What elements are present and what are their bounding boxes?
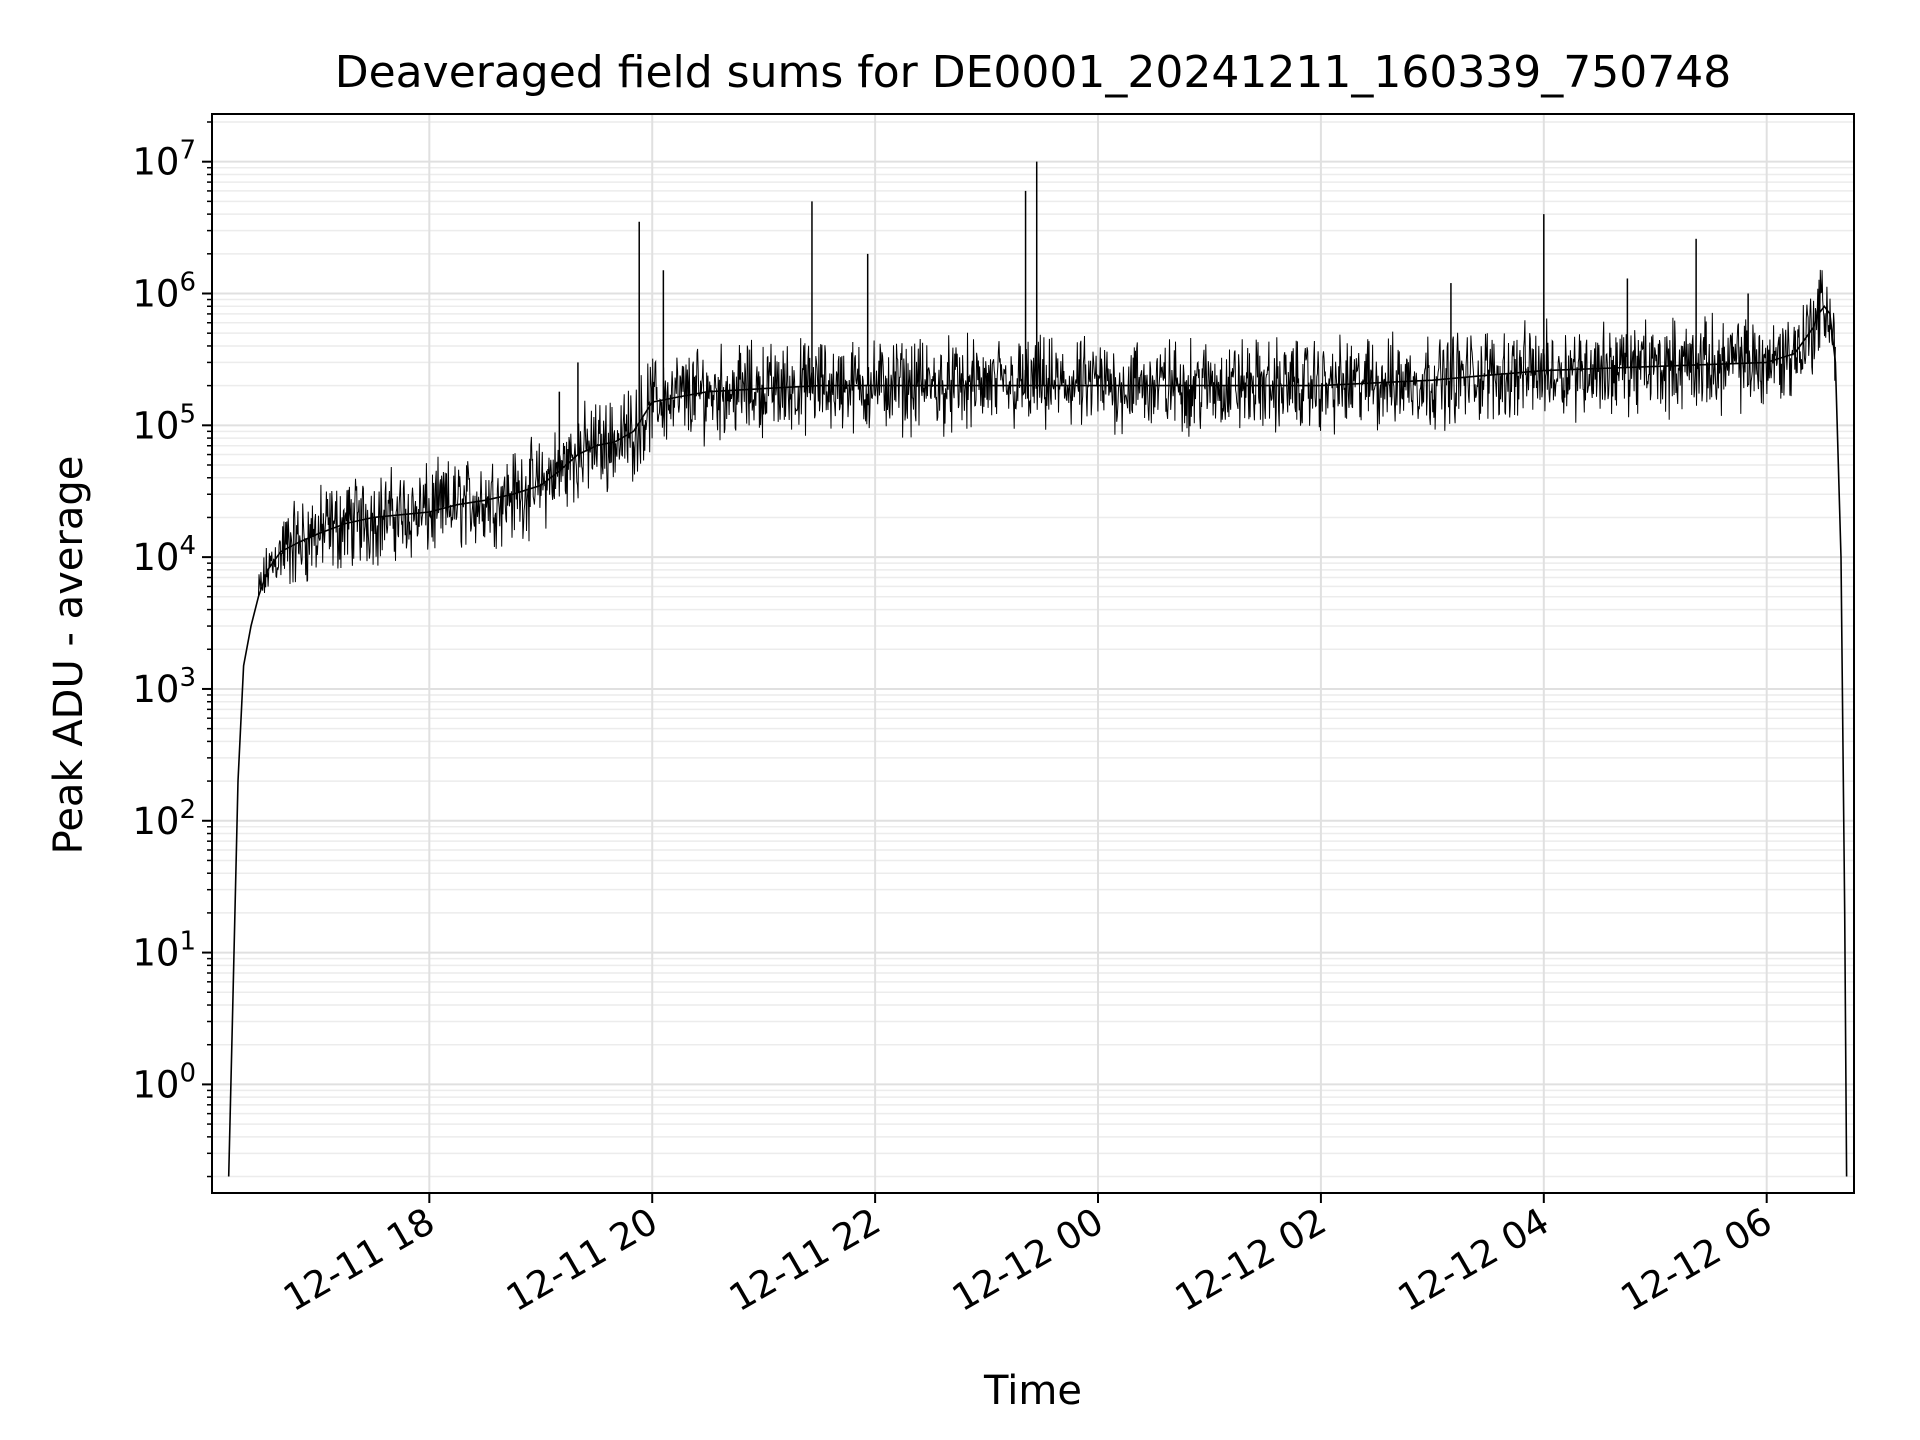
y-axis-label: Peak ADU - average (46, 456, 92, 855)
plot-area (227, 161, 1848, 1177)
chart-title: Deaveraged field sums for DE0001_2024121… (335, 47, 1732, 98)
x-tick-label: 12-12 06 (1614, 1200, 1780, 1320)
x-tick-label: 12-11 22 (722, 1200, 888, 1320)
series-noise-band (257, 269, 1836, 599)
x-axis: 12-11 18 12-11 20 12-11 22 12-12 00 12-12 02… (276, 1193, 1779, 1320)
y-tick-label: 107 (132, 136, 196, 184)
x-tick-label: 12-12 04 (1391, 1200, 1557, 1320)
series-line (227, 304, 1848, 1177)
y-tick-label: 100 (132, 1058, 196, 1106)
y-tick-label: 105 (132, 399, 196, 447)
x-tick-label: 12-12 02 (1168, 1200, 1334, 1320)
plot-frame (211, 113, 1855, 1194)
y-tick-label: 103 (132, 663, 196, 711)
y-tick-label: 102 (132, 795, 196, 843)
x-tick-label: 12-12 00 (945, 1200, 1111, 1320)
x-axis-label: Time (983, 1368, 1082, 1414)
y-tick-label: 101 (132, 927, 196, 975)
minor-gridlines (212, 121, 1854, 1178)
spike-marks (558, 161, 1749, 472)
x-tick-label: 12-11 18 (276, 1200, 442, 1320)
major-gridlines (212, 114, 1854, 1193)
y-tick-label: 106 (132, 267, 196, 315)
y-axis: 100 101 102 103 104 105 106 107 (132, 121, 212, 1178)
x-tick-label: 12-11 20 (499, 1200, 665, 1320)
y-tick-label: 104 (132, 531, 196, 579)
